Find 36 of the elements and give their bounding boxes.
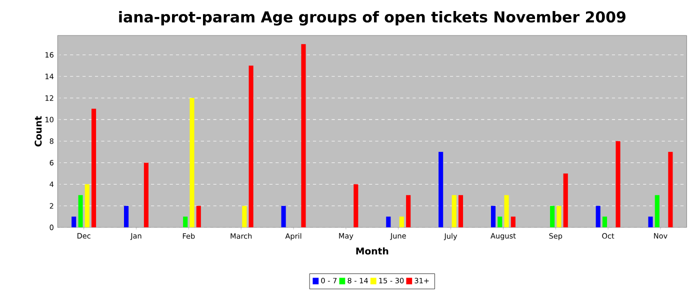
bar <box>563 174 568 228</box>
bar <box>490 206 496 228</box>
x-axis-title: Month <box>356 247 388 255</box>
bar <box>550 206 555 228</box>
bar <box>78 195 83 228</box>
bar <box>668 152 673 228</box>
bar <box>602 216 608 228</box>
bar <box>354 184 358 228</box>
bar <box>190 98 194 228</box>
bar <box>124 206 129 228</box>
bar <box>510 216 516 228</box>
bar <box>399 216 404 228</box>
bar <box>196 206 201 228</box>
bar <box>648 216 653 228</box>
bar <box>144 162 148 228</box>
bar <box>84 184 90 228</box>
bar <box>248 66 254 228</box>
bar <box>281 206 286 228</box>
bar <box>616 141 620 228</box>
bar <box>596 206 600 228</box>
chart-title: iana-prot-param Age groups of open tickets November 2009 <box>119 11 626 26</box>
bar <box>452 195 456 228</box>
bar <box>183 216 188 228</box>
bar <box>556 206 562 228</box>
bar <box>406 195 411 228</box>
bar <box>498 216 502 228</box>
y-axis-title: Count <box>34 116 42 147</box>
bar <box>301 44 306 228</box>
bar <box>438 152 444 228</box>
bar <box>242 206 247 228</box>
bar <box>504 195 509 228</box>
bar <box>386 216 391 228</box>
bar <box>458 195 464 228</box>
bar <box>654 195 660 228</box>
bar <box>72 216 76 228</box>
bar <box>92 108 96 228</box>
